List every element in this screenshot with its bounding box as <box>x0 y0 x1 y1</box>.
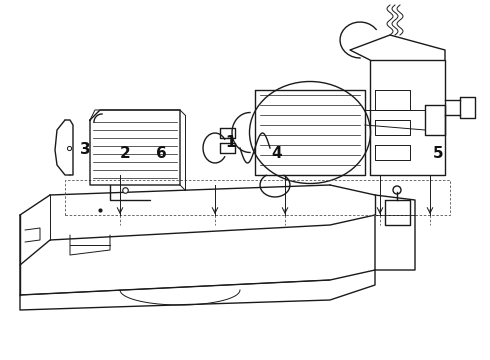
Text: 5: 5 <box>433 145 444 161</box>
Circle shape <box>393 186 401 194</box>
Ellipse shape <box>249 81 370 184</box>
Text: 1: 1 <box>225 135 236 150</box>
Text: 2: 2 <box>120 145 130 161</box>
Text: 6: 6 <box>156 145 167 161</box>
Text: 4: 4 <box>271 145 282 161</box>
Text: 3: 3 <box>80 142 91 157</box>
